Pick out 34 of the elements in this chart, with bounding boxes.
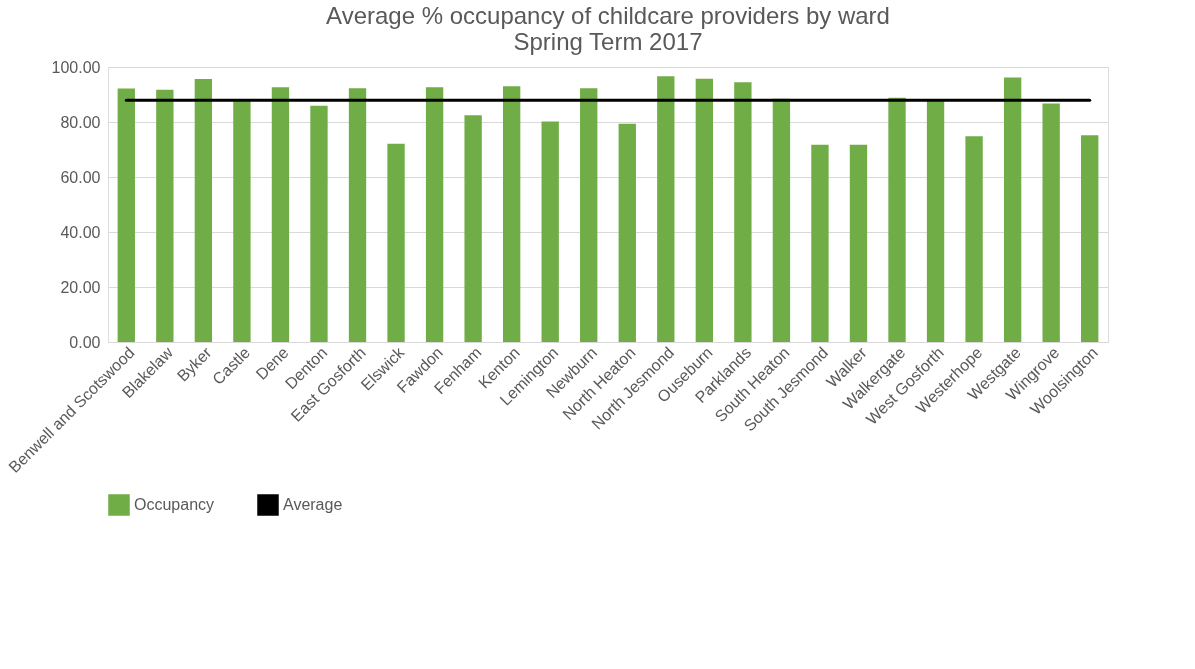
bar: [464, 115, 482, 342]
bar: [965, 136, 983, 342]
bar: [1042, 103, 1060, 342]
bar: [310, 105, 328, 342]
y-tick-label: 0.00: [69, 333, 101, 351]
bar: [156, 89, 174, 342]
bar: [194, 79, 213, 342]
chart-title: Average % occupancy of childcare providers by ward Spring Term 2017: [326, 2, 890, 55]
bar: [1003, 77, 1022, 342]
bar: [541, 121, 559, 342]
bar: [926, 100, 945, 342]
bar: [734, 82, 752, 342]
y-tick-label: 60.00: [60, 168, 101, 186]
legend-label: Average: [283, 496, 343, 513]
bar: [117, 88, 135, 342]
y-tick-label: 20.00: [60, 278, 101, 296]
bar: [580, 88, 598, 342]
bar: [811, 144, 829, 342]
bar: [233, 101, 251, 342]
y-tick-label: 100.00: [51, 58, 101, 76]
bar: [849, 144, 868, 342]
y-tick-label: 40.00: [60, 223, 101, 241]
legend-label: Occupancy: [134, 496, 215, 513]
bar: [695, 78, 714, 342]
bar: [387, 143, 405, 342]
bar: [1081, 135, 1099, 342]
bar: [425, 87, 444, 342]
bar: [618, 123, 636, 342]
y-tick-label: 80.00: [60, 113, 101, 131]
bar: [502, 86, 521, 342]
bar: [348, 88, 367, 342]
bar: [657, 76, 675, 342]
bar: [271, 87, 290, 342]
bar: [888, 97, 906, 342]
